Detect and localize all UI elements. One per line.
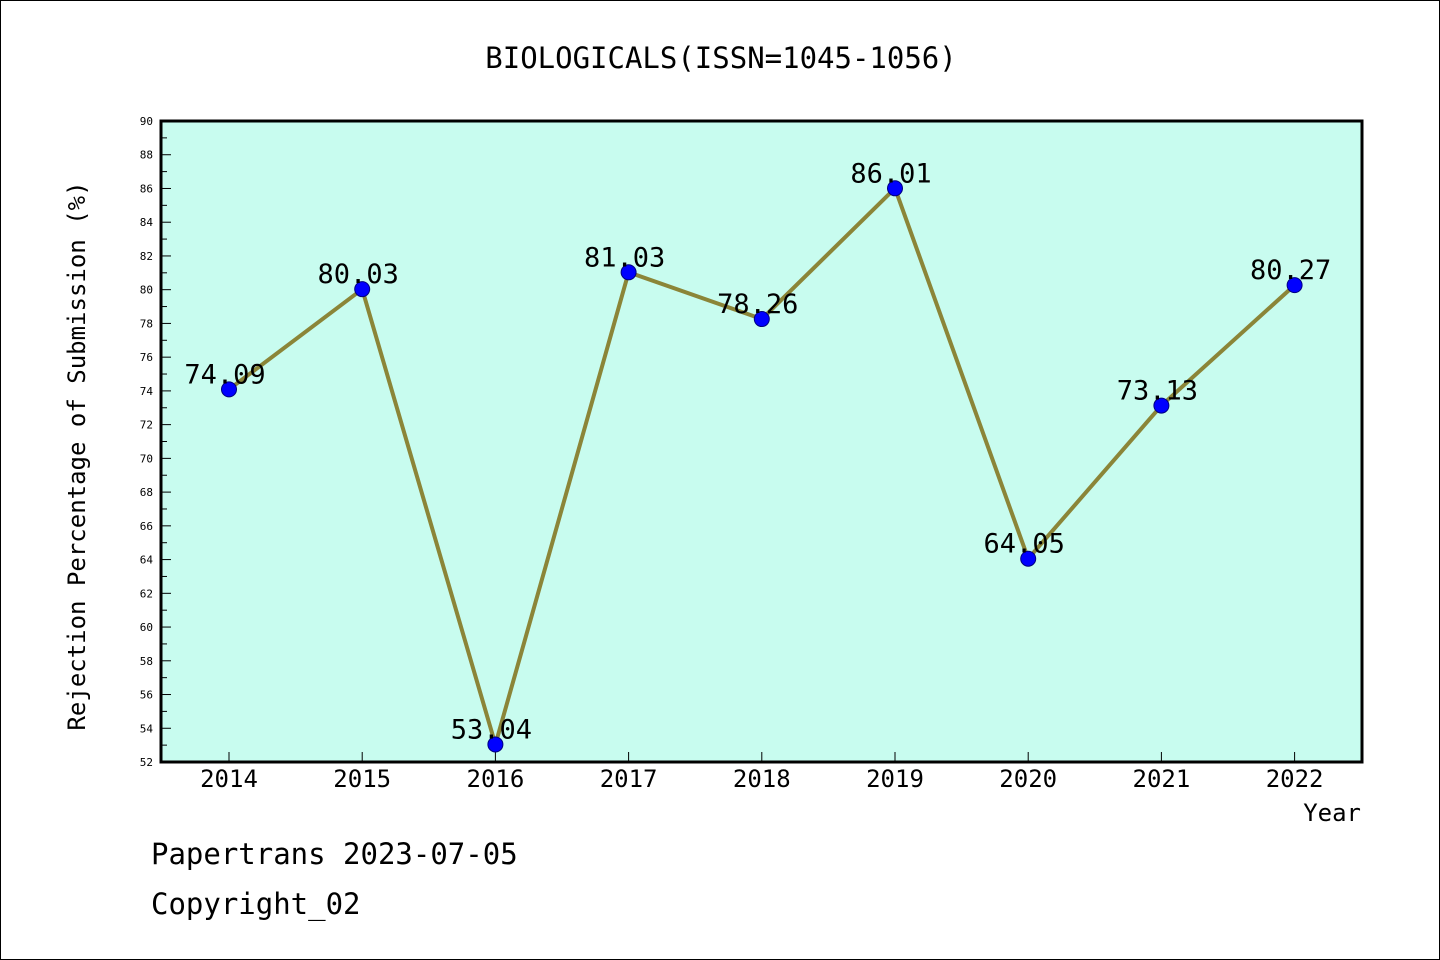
y-tick-label: 80 — [140, 284, 153, 297]
data-label: 86.01 — [850, 158, 931, 189]
x-tick-label: 2016 — [467, 765, 525, 793]
y-tick-label: 56 — [140, 689, 153, 702]
x-tick-label: 2020 — [999, 765, 1057, 793]
data-point — [753, 311, 770, 328]
data-point — [1153, 397, 1170, 414]
data-point — [221, 381, 237, 398]
x-tick-label: 2015 — [333, 765, 391, 793]
y-tick-label: 76 — [140, 351, 153, 364]
footer-copyright: Copyright_02 — [151, 887, 361, 921]
y-axis-label: Rejection Percentage of Submission (%) — [63, 181, 91, 730]
y-tick-label: 58 — [140, 655, 153, 668]
x-tick-label: 2014 — [200, 765, 258, 793]
y-tick-label: 64 — [140, 554, 154, 567]
x-axis-label: Year — [1303, 799, 1361, 827]
x-tick-label: 2017 — [600, 765, 658, 793]
data-label: 80.03 — [318, 259, 399, 290]
y-tick-label: 82 — [140, 250, 153, 263]
y-tick-label: 74 — [140, 385, 154, 398]
x-tick-label: 2019 — [866, 765, 924, 793]
y-tick-label: 72 — [140, 419, 153, 432]
data-label: 74.09 — [184, 359, 265, 390]
y-tick-label: 88 — [140, 149, 153, 162]
data-label: 53.04 — [451, 714, 532, 745]
y-tick-label: 78 — [140, 317, 153, 330]
y-tick-label: 68 — [140, 486, 153, 499]
y-tick-label: 54 — [140, 722, 154, 735]
y-tick-label: 84 — [140, 216, 154, 229]
data-point — [887, 180, 903, 197]
data-label: 73.13 — [1117, 376, 1198, 407]
footer-date: Papertrans 2023-07-05 — [151, 837, 518, 871]
data-point — [620, 264, 637, 281]
data-point — [487, 736, 504, 753]
y-tick-label: 52 — [140, 756, 153, 769]
x-tick-label: 2022 — [1266, 765, 1324, 793]
data-point — [1020, 550, 1037, 567]
plot-frame — [159, 119, 1364, 764]
data-point — [1286, 277, 1303, 294]
chart-title: BIOLOGICALS(ISSN=1045-1056) — [485, 41, 956, 75]
plot-area — [161, 121, 1362, 762]
data-label: 78.26 — [717, 289, 798, 320]
data-point — [354, 281, 371, 298]
data-label: 64.05 — [984, 529, 1065, 560]
x-tick-label: 2018 — [733, 765, 791, 793]
y-tick-label: 62 — [140, 587, 153, 600]
data-label: 80.27 — [1250, 255, 1331, 286]
y-tick-label: 70 — [140, 452, 153, 465]
data-label: 81.03 — [584, 242, 665, 273]
y-tick-label: 90 — [140, 115, 153, 128]
x-tick-label: 2021 — [1133, 765, 1191, 793]
y-tick-label: 86 — [140, 182, 153, 195]
y-tick-label: 66 — [140, 520, 153, 533]
y-tick-label: 60 — [140, 621, 153, 634]
